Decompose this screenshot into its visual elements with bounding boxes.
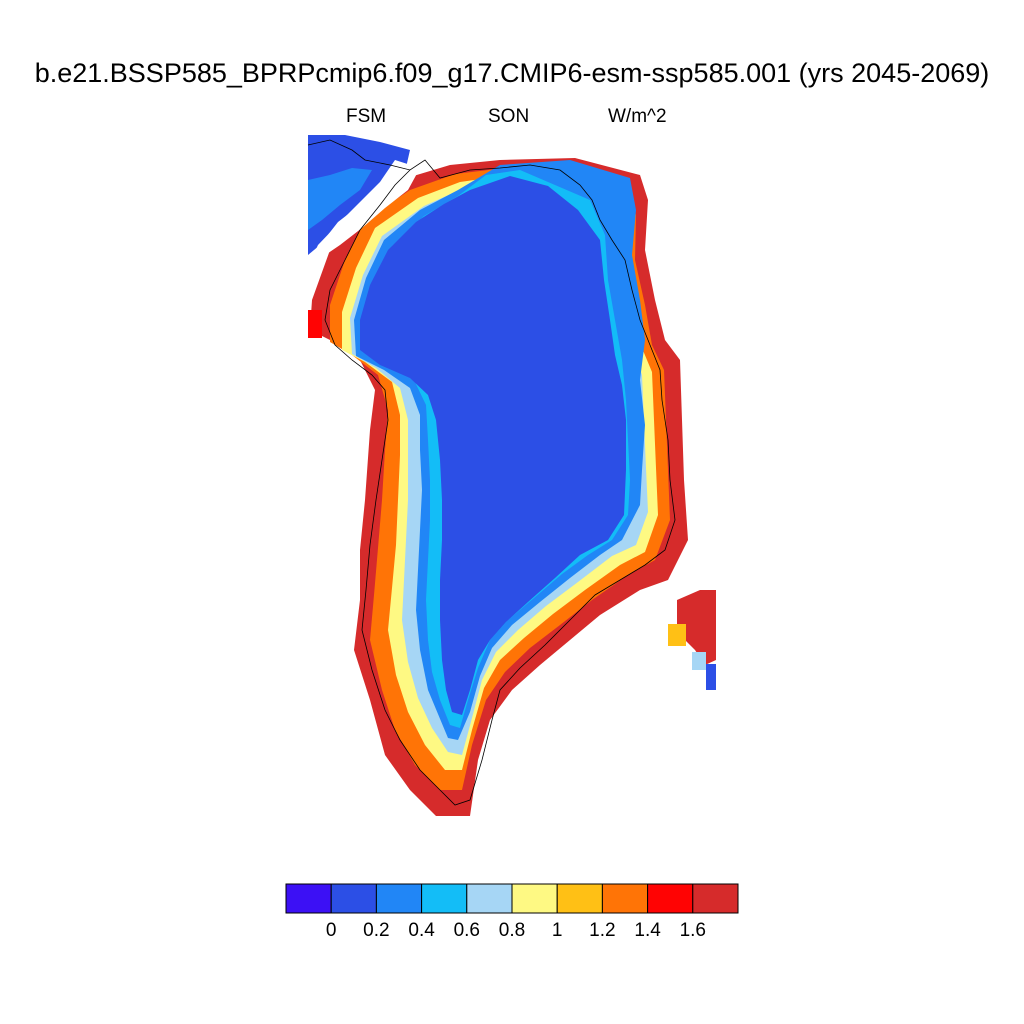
- colorbar-tick-label: 0.6: [453, 920, 481, 941]
- map-title: b.e21.BSSP585_BPRPcmip6.f09_g17.CMIP6-es…: [34, 58, 990, 88]
- colorbar-cell: [375, 883, 423, 914]
- map-east-island-blue: [706, 664, 716, 690]
- map-nw-red-cell: [308, 310, 322, 338]
- colorbar-cell: [330, 883, 377, 914]
- map-icesheet-interior: [360, 176, 626, 715]
- map-east-island-cyan: [692, 652, 706, 670]
- map-northwest-gap: [310, 160, 420, 262]
- colorbar-tick-label: 1.2: [589, 920, 616, 941]
- colorbar-tick-label: 1.6: [679, 920, 707, 941]
- variable-label: FSM: [346, 106, 387, 127]
- colorbar-tick-label: 0: [325, 920, 337, 941]
- colorbar-cell: [285, 883, 332, 914]
- colorbar-cell: [601, 883, 649, 914]
- map-northwest-blue: [308, 135, 410, 255]
- season-label: SON: [488, 106, 530, 127]
- coastline: [307, 139, 676, 806]
- colorbar-cell: [556, 883, 603, 914]
- colorbar-cell: [647, 883, 694, 914]
- colorbar-cell: [692, 883, 739, 914]
- colorbar-tick-label: 0.2: [363, 920, 390, 941]
- colorbar-tick-label: 1: [551, 920, 563, 941]
- colorbar-cell: [511, 883, 558, 914]
- colorbar-cell: [466, 883, 513, 914]
- map-east-island-yellow: [668, 624, 686, 646]
- colorbar-tick-label: 1.4: [634, 920, 661, 941]
- map-northwest-cyan: [308, 168, 372, 230]
- colorbar-tick-label: 0.8: [498, 920, 526, 941]
- colorbar-tick-label: 0.4: [408, 920, 435, 941]
- map-east-island: [677, 590, 716, 665]
- colorbar-cell: [421, 883, 468, 914]
- units-label: W/m^2: [608, 106, 667, 127]
